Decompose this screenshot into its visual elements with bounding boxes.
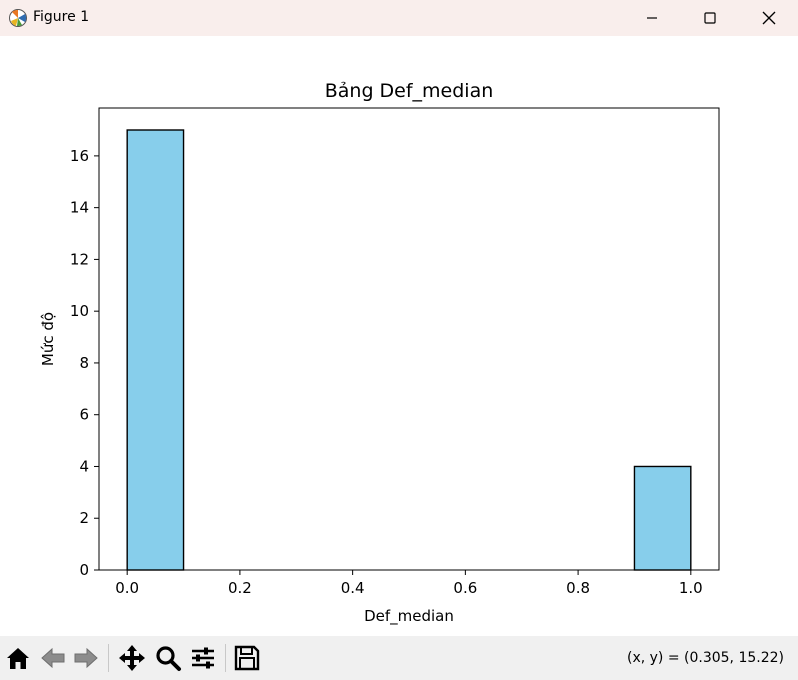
minimize-button[interactable] bbox=[623, 0, 681, 36]
forward-button[interactable] bbox=[71, 643, 101, 673]
maximize-button[interactable] bbox=[681, 0, 739, 36]
chart-title: Bảng Def_median bbox=[325, 80, 494, 102]
y-axis-label: Mức độ bbox=[39, 312, 57, 366]
x-tick-label: 1.0 bbox=[679, 579, 703, 597]
histogram-bar bbox=[126, 129, 185, 571]
y-tick-label: 12 bbox=[70, 250, 89, 268]
histogram-bar bbox=[633, 465, 692, 571]
x-tick-label: 0.8 bbox=[566, 579, 590, 597]
histogram-chart: Bảng Def_median 0.0 0.2 0.4 0.6 0.8 1.0 0 2 4 6 8… bbox=[39, 80, 720, 626]
axes-frame bbox=[98, 107, 720, 571]
close-icon bbox=[762, 11, 776, 25]
configure-subplots-button[interactable] bbox=[188, 643, 218, 673]
zoom-button[interactable] bbox=[153, 643, 183, 673]
y-tick-label: 14 bbox=[70, 199, 89, 217]
forward-icon bbox=[74, 647, 98, 669]
maximize-icon bbox=[704, 12, 716, 24]
y-tick-label: 16 bbox=[70, 147, 89, 165]
pan-button[interactable] bbox=[117, 643, 147, 673]
save-icon bbox=[234, 645, 260, 671]
cursor-coordinates: (x, y) = (0.305, 15.22) bbox=[626, 650, 784, 666]
x-tick-label: 0.0 bbox=[115, 579, 139, 597]
y-tick-label: 10 bbox=[70, 302, 89, 320]
matplotlib-logo-icon bbox=[8, 8, 28, 28]
zoom-icon bbox=[156, 646, 181, 671]
y-tick-label: 0 bbox=[79, 561, 89, 579]
figure-canvas[interactable]: Bảng Def_median 0.0 0.2 0.4 0.6 0.8 1.0 0 2 4 6 8… bbox=[0, 36, 798, 636]
window-title: Figure 1 bbox=[33, 9, 90, 25]
pan-icon bbox=[119, 645, 145, 671]
x-tick-label: 0.2 bbox=[228, 579, 252, 597]
save-button[interactable] bbox=[232, 643, 262, 673]
back-button[interactable] bbox=[38, 643, 68, 673]
home-button[interactable] bbox=[3, 643, 33, 673]
y-tick-label: 6 bbox=[79, 406, 89, 424]
y-tick-label: 8 bbox=[79, 354, 89, 372]
y-tick-label: 4 bbox=[79, 457, 89, 475]
configure-subplots-icon bbox=[192, 647, 214, 669]
navigation-toolbar: (x, y) = (0.305, 15.22) bbox=[0, 636, 798, 680]
window-titlebar: Figure 1 bbox=[0, 0, 798, 36]
toolbar-separator bbox=[225, 644, 226, 672]
y-tick-label: 2 bbox=[79, 509, 89, 527]
x-axis-label: Def_median bbox=[364, 607, 454, 626]
back-icon bbox=[41, 647, 65, 669]
close-button[interactable] bbox=[740, 0, 798, 36]
x-tick-label: 0.4 bbox=[341, 579, 365, 597]
x-tick-label: 0.6 bbox=[453, 579, 477, 597]
minimize-icon bbox=[647, 17, 657, 19]
home-icon bbox=[7, 648, 29, 669]
toolbar-separator bbox=[108, 644, 109, 672]
